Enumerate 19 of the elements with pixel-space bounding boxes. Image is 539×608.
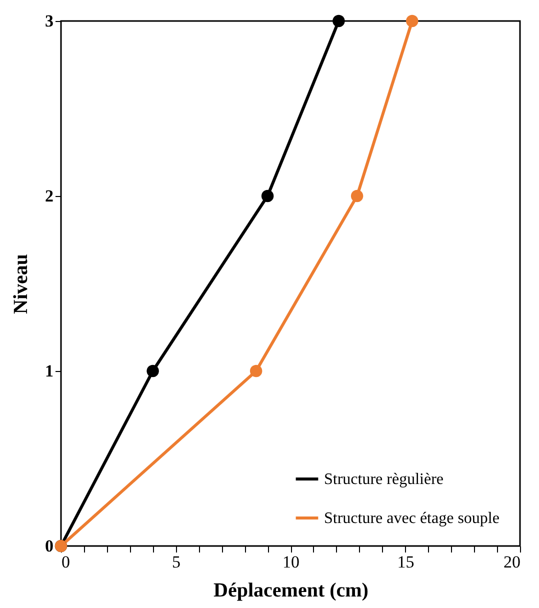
legend-label: Structure avec étage souple bbox=[324, 510, 500, 527]
y-axis-title: Niveau bbox=[10, 254, 32, 314]
point bbox=[332, 14, 345, 28]
x-tick-label: 15 bbox=[397, 552, 414, 572]
y-tick-label: 2 bbox=[45, 186, 54, 206]
x-tick-label: 0 bbox=[62, 552, 70, 572]
x-tick-label: 5 bbox=[172, 552, 180, 572]
x-tick-label: 10 bbox=[282, 552, 300, 572]
point bbox=[350, 190, 364, 202]
legend-label: Structure règulière bbox=[324, 471, 444, 488]
x-tick-label: 20 bbox=[504, 552, 520, 572]
point bbox=[406, 14, 418, 28]
point bbox=[146, 364, 159, 378]
y-tick-label: 3 bbox=[45, 12, 54, 30]
y-tick-label: 1 bbox=[45, 362, 54, 380]
x-axis-title: Déplacement (cm) bbox=[214, 580, 368, 602]
point bbox=[261, 190, 274, 202]
y-tick-label: 0 bbox=[45, 536, 54, 556]
point bbox=[250, 364, 262, 378]
